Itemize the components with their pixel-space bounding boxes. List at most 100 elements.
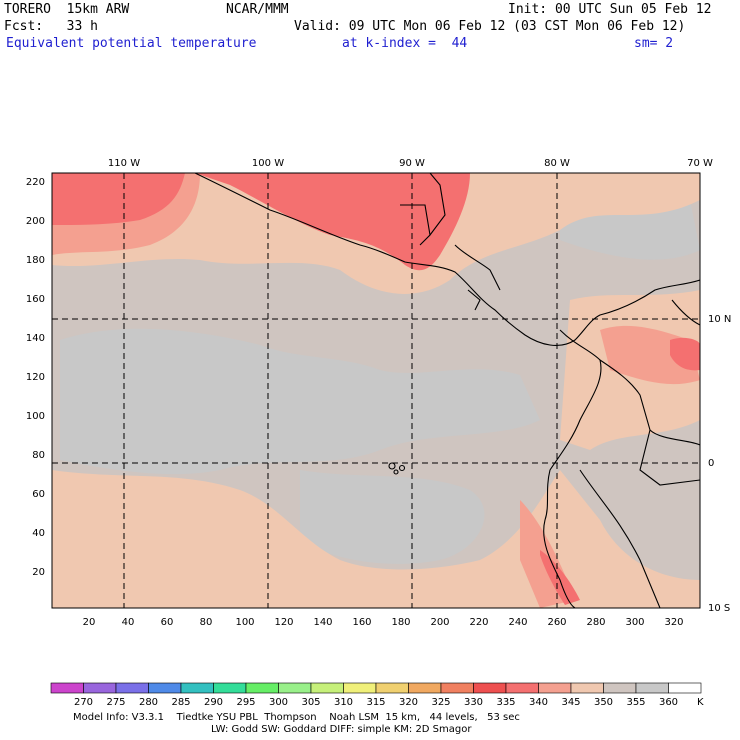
field-max-area xyxy=(670,337,700,371)
forecast-hour: Fcst: 33 h xyxy=(4,19,98,34)
colorbar-level-label: 335 xyxy=(496,697,515,708)
map-frame xyxy=(51,172,701,609)
latitude-label: 10 N xyxy=(708,314,731,325)
valid-time: Valid: 09 UTC Mon 06 Feb 12 (03 CST Mon … xyxy=(294,19,686,34)
latitude-label: 0 xyxy=(708,458,714,469)
y-tick-label: 20 xyxy=(32,567,45,578)
colorbar-swatch xyxy=(668,682,702,694)
colorbar-level-label: 325 xyxy=(431,697,450,708)
graticule xyxy=(52,173,700,608)
longitude-label: 70 W xyxy=(687,158,713,169)
x-tick-label: 200 xyxy=(430,617,449,628)
field-max-area xyxy=(540,550,580,605)
colorbar-swatch xyxy=(245,682,279,694)
colorbar-level-label: 270 xyxy=(74,697,93,708)
colorbar-swatch xyxy=(213,682,247,694)
x-tick-label: 160 xyxy=(352,617,371,628)
x-tick-label: 60 xyxy=(161,617,174,628)
x-tick-label: 220 xyxy=(469,617,488,628)
x-tick-label: 280 xyxy=(586,617,605,628)
y-tick-label: 160 xyxy=(26,294,45,305)
y-tick-label: 140 xyxy=(26,333,45,344)
init-time: Init: 00 UTC Sun 05 Feb 12 xyxy=(508,2,712,17)
smoothing-label: sm= 2 xyxy=(634,36,674,51)
colorbar-swatch xyxy=(570,682,604,694)
colorbar-swatch xyxy=(603,682,637,694)
model-info: Model Info: V3.3.1 Tiedtke YSU PBL Thomp… xyxy=(73,712,520,723)
x-axis: 20 40 60 80 100 120 140 160 180 200 220 … xyxy=(83,617,684,628)
x-tick-label: 320 xyxy=(664,617,683,628)
y-tick-label: 60 xyxy=(32,489,45,500)
colorbar-swatch xyxy=(343,682,377,694)
field-title: Equivalent potential temperature xyxy=(6,36,257,51)
latitude-label: 10 S xyxy=(708,603,730,614)
colorbar-level-label: 355 xyxy=(626,697,645,708)
colorbar-level-label: 295 xyxy=(236,697,255,708)
map-plot: 20 40 60 80 100 120 140 160 180 200 220 … xyxy=(26,158,731,628)
colorbar-swatch xyxy=(180,682,214,694)
level-label: at k-index = 44 xyxy=(342,36,468,51)
colorbar-swatch xyxy=(115,682,149,694)
colorbar-level-label: 310 xyxy=(334,697,353,708)
x-tick-label: 120 xyxy=(274,617,293,628)
colorbar-swatch xyxy=(635,682,669,694)
y-tick-label: 200 xyxy=(26,216,45,227)
colorbar-swatch xyxy=(440,682,474,694)
colorbar-level-label: 285 xyxy=(171,697,190,708)
y-tick-label: 220 xyxy=(26,177,45,188)
colorbar-level-label: 345 xyxy=(561,697,580,708)
colorbar-level-label: 300 xyxy=(269,697,288,708)
x-tick-label: 40 xyxy=(122,617,135,628)
longitude-label: 80 W xyxy=(544,158,570,169)
colorbar-swatch xyxy=(83,682,117,694)
y-tick-label: 40 xyxy=(32,528,45,539)
colorbar-unit: K xyxy=(697,697,704,708)
y-axis: 20 40 60 80 100 120 140 160 180 200 220 xyxy=(26,177,45,578)
x-tick-label: 140 xyxy=(313,617,332,628)
model-name: TORERO 15km ARW xyxy=(4,2,130,17)
colorbar-level-label: 290 xyxy=(204,697,223,708)
colorbar-level-label: 330 xyxy=(464,697,483,708)
colorbar-swatch xyxy=(278,682,312,694)
x-tick-label: 240 xyxy=(508,617,527,628)
x-tick-label: 80 xyxy=(200,617,213,628)
longitude-label: 110 W xyxy=(108,158,140,169)
colorbar-level-label: 360 xyxy=(659,697,678,708)
y-tick-label: 100 xyxy=(26,411,45,422)
longitude-label: 100 W xyxy=(252,158,284,169)
latitude-labels: 10 N 0 10 S xyxy=(708,314,731,614)
x-tick-label: 20 xyxy=(83,617,96,628)
physics-info: LW: Godd SW: Goddard DIFF: simple KM: 2D… xyxy=(211,724,472,735)
coastlines xyxy=(194,173,700,608)
colorbar: 270 275 280 285 290 295 300 305 310 315 320 325 330 3… xyxy=(50,682,704,708)
longitude-labels: 110 W 100 W 90 W 80 W 70 W xyxy=(108,158,713,169)
colorbar-level-label: 305 xyxy=(301,697,320,708)
longitude-label: 90 W xyxy=(399,158,425,169)
y-tick-label: 180 xyxy=(26,255,45,266)
x-tick-label: 100 xyxy=(235,617,254,628)
x-tick-label: 260 xyxy=(547,617,566,628)
colorbar-swatch xyxy=(375,682,409,694)
y-tick-label: 80 xyxy=(32,450,45,461)
colorbar-swatch xyxy=(505,682,539,694)
colorbar-swatch xyxy=(50,682,84,694)
colorbar-swatch xyxy=(148,682,182,694)
colorbar-level-label: 280 xyxy=(139,697,158,708)
colorbar-swatch xyxy=(310,682,344,694)
colorbar-level-label: 350 xyxy=(594,697,613,708)
colorbar-swatch xyxy=(473,682,507,694)
x-tick-label: 180 xyxy=(391,617,410,628)
colorbar-swatch xyxy=(408,682,442,694)
field-max-area xyxy=(195,173,470,271)
field-max-area xyxy=(52,173,185,225)
x-tick-label: 300 xyxy=(625,617,644,628)
field-cool-patch xyxy=(300,470,485,564)
colorbar-level-label: 315 xyxy=(366,697,385,708)
organization: NCAR/MMM xyxy=(226,2,289,17)
colorbar-level-label: 320 xyxy=(399,697,418,708)
colorbar-level-label: 275 xyxy=(106,697,125,708)
field-cool-patch xyxy=(60,328,540,475)
colorbar-level-label: 340 xyxy=(529,697,548,708)
y-tick-label: 120 xyxy=(26,372,45,383)
